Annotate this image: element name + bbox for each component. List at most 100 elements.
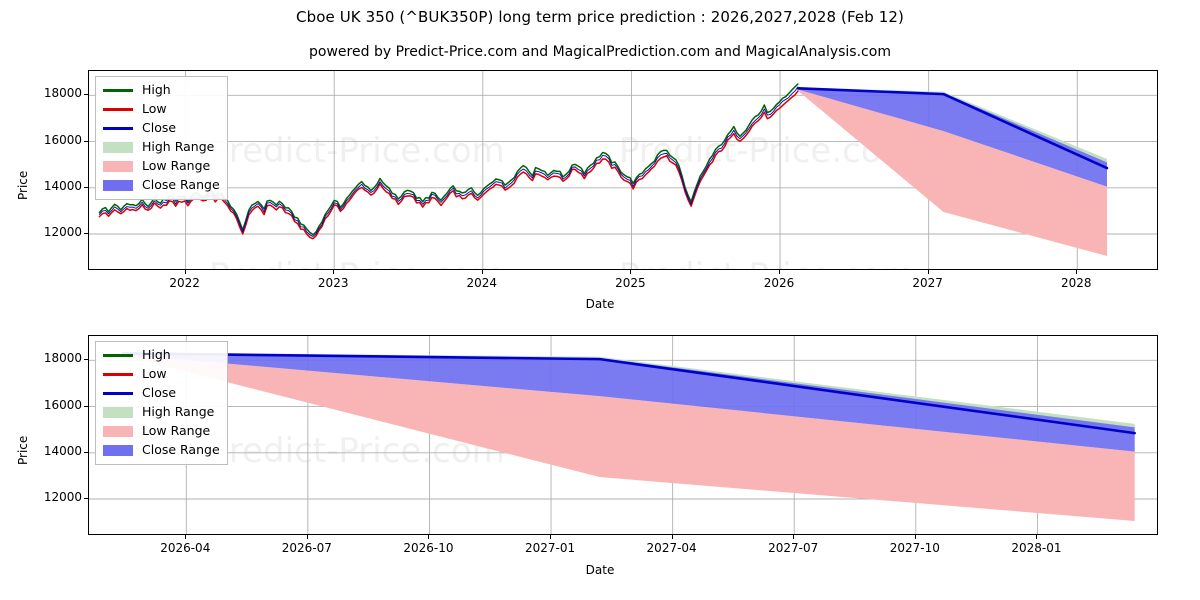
x-tick-mark xyxy=(779,270,781,274)
x-tick-mark xyxy=(428,535,430,539)
bottom-chart-legend-item-close: Close xyxy=(102,384,220,403)
y-tick-mark xyxy=(84,94,88,96)
x-tick-mark xyxy=(671,535,673,539)
top-chart-legend-item-low-range: Low Range xyxy=(102,157,220,176)
y-tick-label: 16000 xyxy=(43,132,82,147)
top-chart-legend-swatch-close-range xyxy=(102,179,134,193)
top-chart-legend-label: High Range xyxy=(142,139,215,155)
top-chart-legend-item-high-range: High Range xyxy=(102,138,220,157)
bottom-chart-x-axis-label: Date xyxy=(585,563,615,577)
x-tick-label: 2023 xyxy=(317,276,349,290)
bottom-chart-legend-line xyxy=(103,373,133,376)
x-tick-mark xyxy=(927,270,929,274)
bottom-chart-legend-swatch-close xyxy=(102,387,134,401)
top-chart-legend-item-close-range: Close Range xyxy=(102,176,220,195)
top-chart-legend-swatch-low-range xyxy=(102,160,134,174)
top-chart-plot-area: Predict-Price.comPredict-Price.comPredic… xyxy=(88,70,1158,270)
bottom-chart-legend-swatch-high xyxy=(102,349,134,363)
x-tick-label: 2026-07 xyxy=(281,541,332,555)
bottom-chart-legend-label: Low Range xyxy=(142,423,211,439)
top-chart-legend-item-close: Close xyxy=(102,119,220,138)
y-tick-mark xyxy=(84,498,88,499)
bottom-chart-canvas xyxy=(89,336,1157,534)
x-tick-mark xyxy=(793,535,795,539)
x-tick-mark xyxy=(630,270,632,274)
top-chart-legend-swatch-high-range xyxy=(102,141,134,155)
top-chart-legend-line xyxy=(103,89,133,92)
bottom-chart-legend-swatch-high-range xyxy=(102,406,134,420)
x-tick-label: 2026-10 xyxy=(403,541,454,555)
x-tick-mark xyxy=(481,270,483,274)
top-chart-legend-label: Low Range xyxy=(142,158,211,174)
top-chart-x-axis-label: Date xyxy=(585,297,615,311)
x-tick-label: 2028 xyxy=(1060,276,1092,290)
bottom-chart-legend-item-high-range: High Range xyxy=(102,403,220,422)
bottom-chart-legend-item-low: Low xyxy=(102,365,220,384)
bottom-chart-legend-item-low-range: Low Range xyxy=(102,422,220,441)
top-chart-legend-label: Low xyxy=(142,101,167,117)
x-tick-label: 2026 xyxy=(763,276,795,290)
x-tick-mark xyxy=(185,535,187,539)
bottom-chart-legend-swatch-low-range xyxy=(102,425,134,439)
bottom-chart-legend-line xyxy=(103,392,133,395)
x-tick-label: 2027-07 xyxy=(768,541,819,555)
top-chart-legend-item-low: Low xyxy=(102,100,220,119)
top-chart-legend-item-high: High xyxy=(102,81,220,100)
x-tick-label: 2028-01 xyxy=(1011,541,1062,555)
bottom-chart-legend-item-close-range: Close Range xyxy=(102,441,220,460)
bottom-chart-legend-label: Close xyxy=(142,385,177,401)
x-tick-mark xyxy=(333,270,335,274)
x-tick-label: 2027 xyxy=(912,276,943,290)
y-tick-mark xyxy=(84,359,88,361)
x-tick-label: 2027-01 xyxy=(524,541,576,555)
x-tick-label: 2022 xyxy=(169,276,200,290)
top-chart-legend-swatch-high xyxy=(102,84,134,98)
bottom-chart-legend-label: Low xyxy=(142,366,167,382)
y-tick-mark xyxy=(84,186,88,188)
bottom-chart-legend-swatch-low xyxy=(102,368,134,382)
page-subtitle: powered by Predict-Price.com and Magical… xyxy=(309,44,891,60)
bottom-chart-legend-patch xyxy=(103,426,133,437)
x-tick-mark xyxy=(1076,270,1078,274)
x-tick-mark xyxy=(550,535,552,539)
top-chart-canvas xyxy=(89,71,1157,269)
top-chart-legend-patch xyxy=(103,142,133,153)
x-tick-label: 2027-10 xyxy=(889,541,940,555)
top-chart-legend-patch xyxy=(103,161,133,172)
top-chart-legend-patch xyxy=(103,180,133,191)
y-tick-label: 18000 xyxy=(43,351,82,366)
x-tick-mark xyxy=(914,535,916,539)
top-chart-legend-label: Close xyxy=(142,120,177,136)
top-chart-legend-label: High xyxy=(142,82,171,98)
x-tick-label: 2025 xyxy=(615,276,646,290)
top-chart-legend-swatch-close xyxy=(102,122,134,136)
x-tick-mark xyxy=(1036,535,1038,539)
y-tick-label: 14000 xyxy=(43,443,82,458)
bottom-chart-legend-patch xyxy=(103,445,133,456)
page-title: Cboe UK 350 (^BUK350P) long term price p… xyxy=(296,8,904,26)
top-chart-legend-label: Close Range xyxy=(142,177,220,193)
top-chart-legend-line xyxy=(103,108,133,111)
x-tick-mark xyxy=(306,535,308,539)
bottom-chart-panel: Price Predict-Price.comPredict-Price.com… xyxy=(0,320,1200,600)
bottom-chart-legend-line xyxy=(103,354,133,357)
y-tick-label: 12000 xyxy=(43,490,82,504)
x-tick-label: 2024 xyxy=(466,276,498,290)
bottom-chart-legend-item-high: High xyxy=(102,346,220,365)
top-chart-legend-line xyxy=(103,127,133,130)
bottom-chart-legend-label: High Range xyxy=(142,404,215,420)
top-chart-legend-swatch-low xyxy=(102,103,134,117)
bottom-chart-legend-patch xyxy=(103,407,133,418)
y-tick-label: 18000 xyxy=(43,86,82,101)
x-tick-label: 2027-04 xyxy=(646,541,697,555)
bottom-chart-legend-swatch-close-range xyxy=(102,444,134,458)
y-tick-label: 14000 xyxy=(43,178,82,193)
y-tick-mark xyxy=(84,405,88,407)
x-tick-mark xyxy=(184,270,186,274)
y-tick-mark xyxy=(84,233,88,234)
bottom-chart-legend-label: High xyxy=(142,347,171,363)
y-tick-label: 12000 xyxy=(43,225,82,239)
top-chart-panel: Price Predict-Price.com Predict-Price.com… xyxy=(16,70,1158,311)
